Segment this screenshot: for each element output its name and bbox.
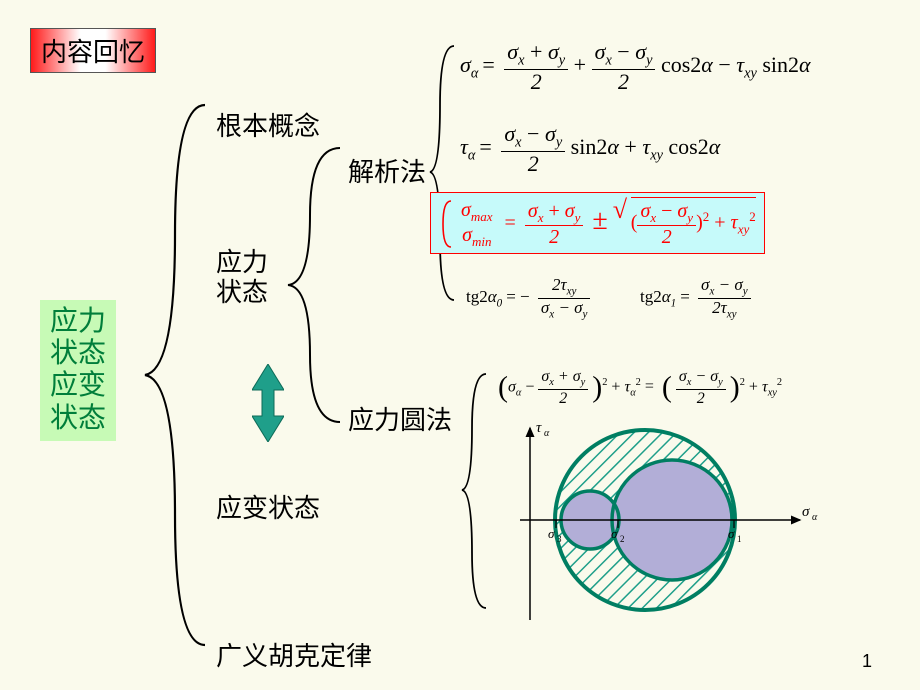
svg-text:σ: σ — [802, 504, 810, 520]
node-strain-state: 应变状态 — [216, 488, 320, 525]
node-hooke: 广义胡克定律 — [216, 636, 372, 673]
formula-tg0: tg2α0= − 2τxyσx − σy — [466, 276, 590, 320]
node-circle-method: 应力圆法 — [348, 400, 452, 437]
formula-sigma-alpha: σα= σx + σy2 + σx − σy2 cos2α − τxy sin2… — [460, 40, 811, 94]
svg-text:τ: τ — [536, 420, 542, 436]
title-badge: 内容回忆 — [30, 28, 156, 73]
root-topic-box: 应力 状态 应变 状态 — [40, 300, 116, 441]
stress-brace — [280, 140, 350, 430]
svg-text:σ: σ — [728, 526, 735, 541]
circle-brace — [460, 368, 490, 618]
svg-text:σ: σ — [611, 526, 618, 541]
node-stress-state: 应力状态 — [216, 248, 268, 308]
root-line1: 应力 — [50, 306, 106, 338]
formula-max-min: σmaxσmin = σx + σy2 ± (σx − σy2)2 + τxy2 — [430, 192, 765, 254]
formula-tau-alpha: τα= σx − σy2 sin2α + τxy cos2α — [460, 122, 720, 176]
svg-text:σ: σ — [548, 526, 555, 541]
root-brace — [135, 95, 215, 655]
mohr-circle-diagram: τ α σ α σ 3 σ 2 σ 1 — [490, 420, 830, 630]
formula-tg1: tg2α1= σx − σy2τxy — [640, 276, 751, 320]
root-line4: 状态 — [50, 403, 106, 435]
svg-text:1: 1 — [737, 534, 742, 544]
analytic-brace — [428, 40, 458, 310]
svg-text:α: α — [544, 428, 550, 439]
svg-text:3: 3 — [557, 534, 562, 544]
root-line2: 状态 — [50, 338, 106, 370]
formula-circle-eq: (σα − σx + σy2 )2 + τα2= ( σx − σy2 )2 +… — [498, 368, 782, 407]
svg-text:2: 2 — [620, 534, 625, 544]
node-concept: 根本概念 — [216, 106, 320, 143]
node-analytic: 解析法 — [348, 152, 426, 189]
svg-text:α: α — [812, 512, 818, 523]
root-line3: 应变 — [50, 370, 106, 402]
page-number: 1 — [862, 651, 872, 672]
